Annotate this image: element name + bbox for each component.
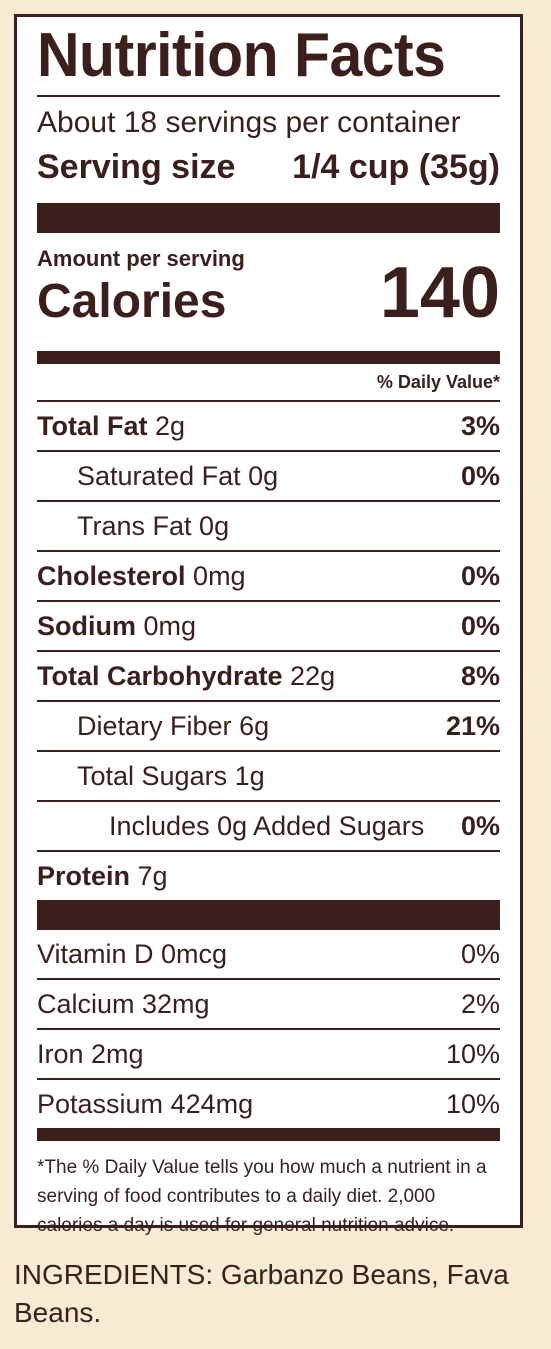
calories-value: 140: [379, 253, 500, 333]
nutrient-amount: 1g: [234, 760, 265, 791]
vitamin-name: Potassium 424mg: [37, 1088, 254, 1119]
nutrient-row-trans-fat: Trans Fat 0g: [37, 502, 500, 552]
nutrient-name: Dietary Fiber: [77, 710, 232, 741]
nutrition-facts-label: Nutrition Facts About 18 servings per co…: [14, 14, 523, 1236]
serving-size-label: Serving size: [37, 148, 236, 186]
nutrient-row-total-carbohydrate: Total Carbohydrate 22g 8%: [37, 652, 500, 702]
daily-value-footnote: *The % Daily Value tells you how much a …: [37, 1157, 487, 1236]
nutrient-amount: 6g: [239, 710, 270, 741]
nutrient-name: Total Sugars: [77, 760, 228, 791]
thick-divider: [37, 900, 500, 930]
nutrient-amount: 22g: [290, 660, 336, 691]
vitamin-dv: 0%: [460, 938, 500, 969]
nutrient-row-sodium: Sodium 0mg 0%: [37, 602, 500, 652]
vitamin-name: Vitamin D 0mcg: [37, 938, 228, 969]
nutrient-dv: 0%: [460, 460, 500, 491]
nutrient-amount: 0mg: [193, 560, 246, 591]
nutrient-amount: 0g: [248, 460, 279, 491]
nutrient-row-total-sugars: Total Sugars 1g: [37, 752, 500, 802]
nutrient-name: Saturated Fat: [77, 460, 241, 491]
servings-per-container: About 18 servings per container: [37, 106, 461, 139]
nutrient-row-dietary-fiber: Dietary Fiber 6g 21%: [37, 702, 500, 752]
ingredients-text: INGREDIENTS: Garbanzo Beans, Fava Beans.: [14, 1259, 509, 1328]
nutrient-dv: 8%: [460, 660, 500, 691]
nutrient-row-saturated-fat: Saturated Fat 0g 0%: [37, 452, 500, 502]
nutrient-amount: 0g: [199, 510, 230, 541]
nutrient-row-total-fat: Total Fat 2g 3%: [37, 402, 500, 452]
serving-size-value: 1/4 cup (35g): [292, 148, 500, 186]
daily-value-header: % Daily Value*: [37, 364, 500, 402]
nutrient-amount: 0mg: [143, 610, 197, 641]
nutrient-dv: 3%: [460, 410, 500, 441]
vitamin-dv: 10%: [445, 1038, 500, 1069]
thick-divider: [37, 203, 500, 233]
nutrient-dv: 0%: [460, 610, 500, 641]
nutrient-dv: 21%: [445, 710, 500, 741]
nutrient-name: Cholesterol: [37, 560, 186, 591]
amount-per-serving: Amount per serving: [37, 246, 245, 271]
divider: [37, 95, 500, 97]
nutrient-dv: 0%: [460, 560, 500, 591]
nutrient-dv: 0%: [460, 810, 500, 841]
nutrient-name: Includes 0g Added Sugars: [109, 810, 425, 841]
nutrient-name: Protein: [37, 860, 131, 891]
nutrient-name: Trans Fat: [77, 510, 192, 541]
nutrient-name: Sodium: [37, 610, 136, 641]
nutrient-name: Total Carbohydrate: [37, 660, 283, 691]
vitamin-dv: 2%: [460, 988, 500, 1019]
vitamin-name: Calcium 32mg: [37, 988, 210, 1019]
nutrient-row-protein: Protein 7g: [37, 852, 500, 900]
nutrient-amount: 2g: [155, 410, 186, 441]
calories-row: Calories 140: [37, 257, 500, 351]
nutrient-row-added-sugars: Includes 0g Added Sugars 0%: [37, 802, 500, 852]
vitamin-row-vitamin-d: Vitamin D 0mcg 0%: [37, 930, 500, 980]
calories-label: Calories: [37, 275, 227, 328]
serving-size-row: Serving size 1/4 cup (35g): [37, 145, 500, 189]
vitamin-row-potassium: Potassium 424mg 10%: [37, 1080, 500, 1128]
nutrient-row-cholesterol: Cholesterol 0mg 0%: [37, 552, 500, 602]
medium-divider: [37, 1128, 500, 1141]
vitamin-row-iron: Iron 2mg 10%: [37, 1030, 500, 1080]
medium-divider: [37, 351, 500, 364]
vitamin-row-calcium: Calcium 32mg 2%: [37, 980, 500, 1030]
vitamin-name: Iron 2mg: [37, 1038, 144, 1069]
nutrient-name: Total Fat: [37, 410, 148, 441]
vitamin-dv: 10%: [445, 1088, 500, 1119]
nutrient-amount: 7g: [137, 860, 168, 891]
label-title: Nutrition Facts: [37, 21, 446, 90]
